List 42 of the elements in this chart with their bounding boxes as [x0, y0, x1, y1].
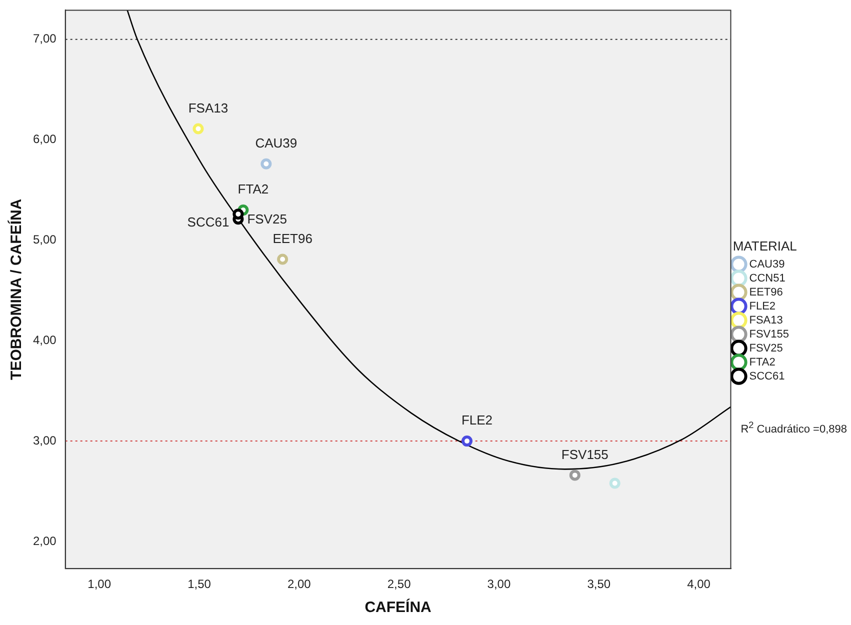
x-tick-label: 4,00	[687, 577, 711, 592]
y-tick-label: 4,00	[32, 332, 57, 347]
x-tick-label: 1,50	[188, 577, 212, 592]
y-axis-title: TEOBROMINA / CAFEÍNA	[7, 198, 26, 380]
y-tick-label: 2,00	[32, 534, 57, 548]
annotation: SCC61	[187, 214, 230, 230]
annotation: FTA2	[238, 182, 269, 197]
legend-title: MATERIAL	[732, 238, 797, 254]
point	[569, 470, 580, 481]
x-tick-label: 3,00	[487, 577, 511, 592]
legend-label: FTA2	[749, 356, 776, 368]
annotation: EET96	[272, 230, 312, 246]
legend-label: FSV155	[749, 328, 790, 340]
x-tick-label: 3,50	[587, 577, 611, 592]
y-tick-label: 7,00	[32, 32, 57, 46]
y-tick-label: 6,00	[32, 132, 57, 146]
legend-label: FLE2	[749, 300, 776, 312]
annotation: FSV155	[561, 446, 608, 462]
point	[277, 254, 288, 265]
legend-label: EET96	[749, 286, 783, 298]
annotation: FSA13	[188, 100, 228, 116]
point	[609, 478, 620, 489]
annotation: CAU39	[255, 135, 298, 150]
legend-label: SCC61	[749, 370, 785, 382]
point	[260, 158, 272, 170]
legend-label: FSA13	[749, 314, 783, 326]
point	[461, 436, 472, 447]
x-tick-label: 2,50	[387, 577, 412, 592]
text: R$^{2}$ Cuadrático =0,898	[740, 420, 847, 436]
x-axis-title: CAFEÍNA	[364, 598, 432, 616]
legend-label: CAU39	[749, 258, 785, 270]
point	[232, 208, 244, 220]
point	[192, 123, 204, 134]
annotation: FLE2	[461, 412, 493, 428]
y-tick-label: 3,00	[32, 433, 57, 448]
legend-label: FSV25	[749, 342, 783, 354]
x-tick-label: 1,00	[88, 577, 112, 592]
x-tick-label: 2,00	[287, 577, 312, 592]
line-series	[126, 10, 731, 470]
annotation: FSV25	[247, 212, 287, 227]
y-tick-label: 5,00	[32, 232, 57, 246]
legend-label: CCN51	[749, 272, 786, 284]
